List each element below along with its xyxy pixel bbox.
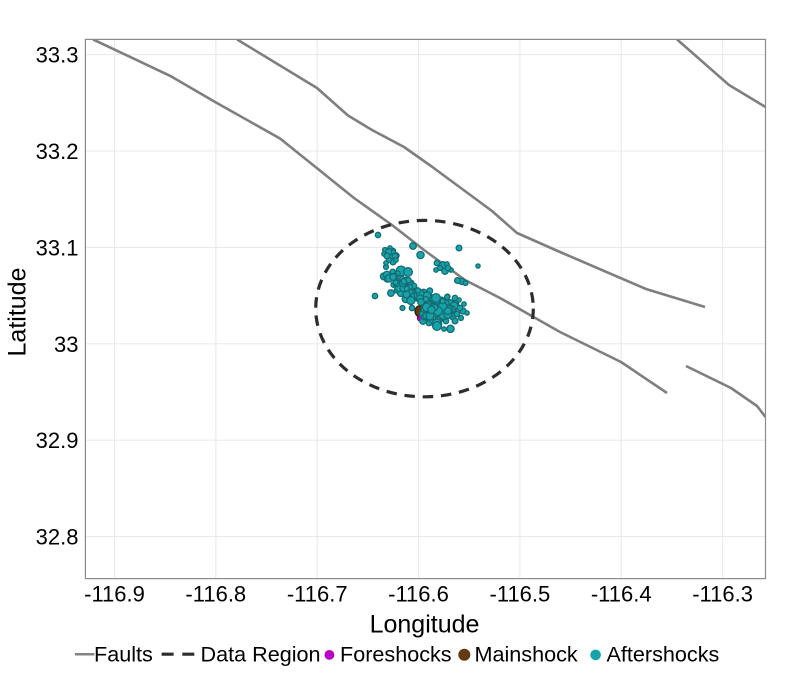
svg-text:-116.5: -116.5 (490, 582, 551, 607)
svg-text:Aftershocks: Aftershocks (607, 642, 720, 667)
svg-text:Longitude: Longitude (370, 611, 480, 639)
svg-text:-116.4: -116.4 (591, 582, 652, 607)
svg-text:33.2: 33.2 (36, 139, 79, 164)
svg-text:32.9: 32.9 (36, 428, 79, 453)
svg-text:33.1: 33.1 (36, 235, 79, 260)
svg-text:32.8: 32.8 (36, 525, 79, 550)
svg-text:Mainshock: Mainshock (475, 642, 578, 667)
svg-text:Latitude: Latitude (4, 268, 32, 357)
svg-text:33: 33 (54, 332, 78, 357)
svg-text:-116.6: -116.6 (388, 582, 449, 607)
svg-text:Faults: Faults (94, 642, 153, 667)
svg-text:-116.8: -116.8 (185, 582, 246, 607)
svg-text:-116.7: -116.7 (287, 582, 348, 607)
svg-text:Data Region: Data Region (201, 642, 321, 667)
svg-text:33.3: 33.3 (36, 43, 79, 68)
svg-text:Foreshocks: Foreshocks (340, 642, 452, 667)
svg-text:-116.9: -116.9 (84, 582, 145, 607)
svg-text:-116.3: -116.3 (692, 582, 753, 607)
